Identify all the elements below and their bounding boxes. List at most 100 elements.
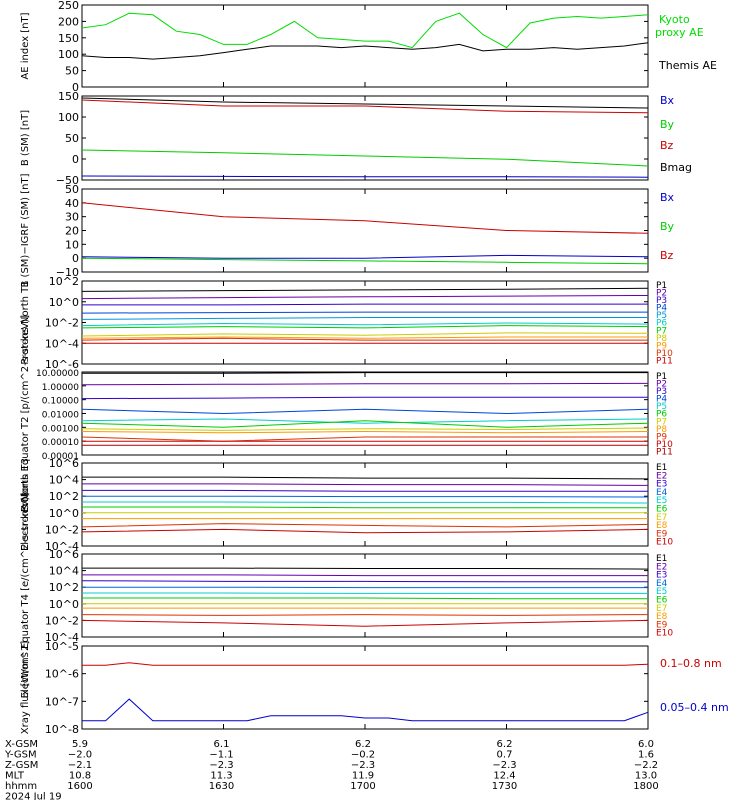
y-tick-label: 10^4 — [49, 565, 79, 578]
y-axis-label: Protons Equator T2 [p/(cm^2-s-sr-keV)] — [20, 315, 31, 512]
footer-cell: 1630 — [209, 781, 234, 792]
legend-label: P3 — [656, 387, 667, 397]
legend-label: E1 — [656, 463, 667, 473]
legend-label: E9 — [656, 529, 668, 539]
footer-cell: 1.6 — [638, 750, 654, 761]
panel-protons_north_t1: 10^2 10^0 10^-2 10^-4 10^-6 Protons North T1 P… — [20, 275, 673, 371]
series-line-P1 — [81, 287, 649, 292]
legend-label: E3 — [656, 480, 667, 490]
series-line-0.05–0.4 nm — [82, 698, 649, 722]
y-tick-label: 150 — [58, 90, 79, 103]
panel-frame — [81, 645, 649, 730]
legend-label: Bx — [660, 94, 675, 107]
legend-label: E5 — [656, 496, 667, 506]
series-line-P6 — [81, 322, 649, 327]
series-line-P8 — [81, 332, 649, 337]
series-line-P2 — [81, 382, 649, 386]
y-tick-label: 200 — [58, 15, 79, 28]
legend-label: P10 — [656, 349, 673, 359]
y-tick-label: 50 — [65, 183, 79, 196]
series-line-E2 — [82, 483, 649, 486]
panel-frame — [81, 188, 649, 273]
y-tick-label: 10^-4 — [45, 631, 79, 644]
series-line-0.1–0.8 nm — [82, 662, 649, 666]
series-line-E6 — [82, 506, 648, 509]
legend-label: E4 — [656, 488, 668, 498]
legend-label: Bx — [660, 191, 675, 204]
footer-cell: −2.2 — [634, 760, 658, 771]
panel-frame — [81, 280, 649, 365]
legend-label: Bz — [660, 249, 674, 262]
legend-label: E3 — [656, 571, 667, 581]
series-line-E3 — [82, 489, 648, 492]
series-line-P10 — [81, 337, 648, 341]
y-tick-label: −10 — [56, 266, 79, 279]
footer-row-label: MLT — [5, 771, 25, 782]
y-tick-label: 10^-4 — [45, 540, 79, 553]
legend-label: E2 — [656, 562, 667, 572]
y-tick-label: 40 — [65, 197, 79, 210]
legend-label: E10 — [656, 538, 673, 548]
series-line-P9 — [81, 336, 648, 339]
series-line-E2 — [82, 574, 648, 577]
footer-cell: −2.0 — [68, 750, 92, 761]
series-line-Bz — [81, 202, 649, 234]
footer-cell: 13.0 — [635, 771, 657, 782]
legend-label: P1 — [656, 281, 667, 291]
y-tick-label: 0.00001 — [42, 452, 79, 462]
series-line-P4 — [81, 311, 648, 314]
footer-cell: 5.9 — [72, 739, 88, 750]
legend-label: P2 — [656, 380, 667, 390]
panel-electrons_equator_t4: 10^6 10^4 10^2 10^0 10^-2 10^-4 Electrons Equa… — [20, 493, 673, 699]
series-line-Bmag — [81, 97, 649, 109]
legend-label: E6 — [656, 596, 668, 606]
series-line-E9 — [81, 523, 649, 528]
series-line-E1 — [82, 567, 649, 570]
legend-label: P5 — [656, 311, 667, 321]
y-tick-label: 10^0 — [49, 296, 79, 309]
legend-label: P9 — [656, 341, 667, 351]
y-tick-label: 1.00000 — [42, 383, 79, 393]
legend-label: 0.05–0.4 nm — [660, 701, 729, 714]
y-tick-label: 0 — [72, 252, 79, 265]
panel-frame — [81, 95, 649, 181]
legend-label: P3 — [656, 296, 667, 306]
y-tick-label: 0.00010 — [42, 438, 79, 448]
legend-label: E2 — [656, 471, 667, 481]
series-line-E1 — [82, 476, 649, 480]
panel-frame — [81, 462, 649, 547]
y-axis-label: B (SM)−IGRF (SM) [nT] — [20, 173, 31, 287]
y-tick-label: 30 — [65, 211, 79, 224]
footer-cell: 0.7 — [497, 750, 513, 761]
series-line-E3 — [81, 580, 648, 583]
legend-label: E9 — [656, 620, 668, 630]
y-tick-label: 10 — [65, 238, 79, 251]
series-line-E4 — [82, 495, 649, 498]
panel-electrons_north_t3: 10^6 10^4 10^2 10^0 10^-2 10^-4 Electrons Nort… — [20, 457, 673, 553]
legend-label: P5 — [656, 402, 667, 412]
legend-label: P4 — [656, 395, 667, 405]
y-tick-label: 0 — [72, 81, 79, 94]
legend-label: P6 — [656, 319, 667, 329]
y-axis-label: Protons North T1 — [20, 280, 31, 364]
panel-xray: 10^-5 10^-6 10^-7 10^-8 Xray flux [W/m^2] 0.1… — [20, 640, 729, 736]
footer-cell: 1700 — [350, 781, 375, 792]
y-tick-label: 10^-8 — [45, 723, 79, 736]
legend-label: P8 — [656, 334, 667, 344]
footer-cell: 6.1 — [214, 739, 230, 750]
footer-cell: 12.4 — [493, 771, 515, 782]
y-tick-label: 10.00000 — [36, 369, 79, 379]
footer-cell: −0.2 — [351, 750, 375, 761]
series-line-P9 — [81, 436, 648, 442]
legend-label: E5 — [656, 587, 667, 597]
footer-row-label: X-GSM — [5, 739, 38, 750]
legend-label: E4 — [656, 579, 668, 589]
series-line-By — [81, 257, 649, 265]
footer-cell: 6.0 — [638, 739, 654, 750]
series-line-E5 — [82, 501, 649, 504]
legend-label: P6 — [656, 410, 667, 420]
footer-cell: 11.9 — [352, 771, 374, 782]
